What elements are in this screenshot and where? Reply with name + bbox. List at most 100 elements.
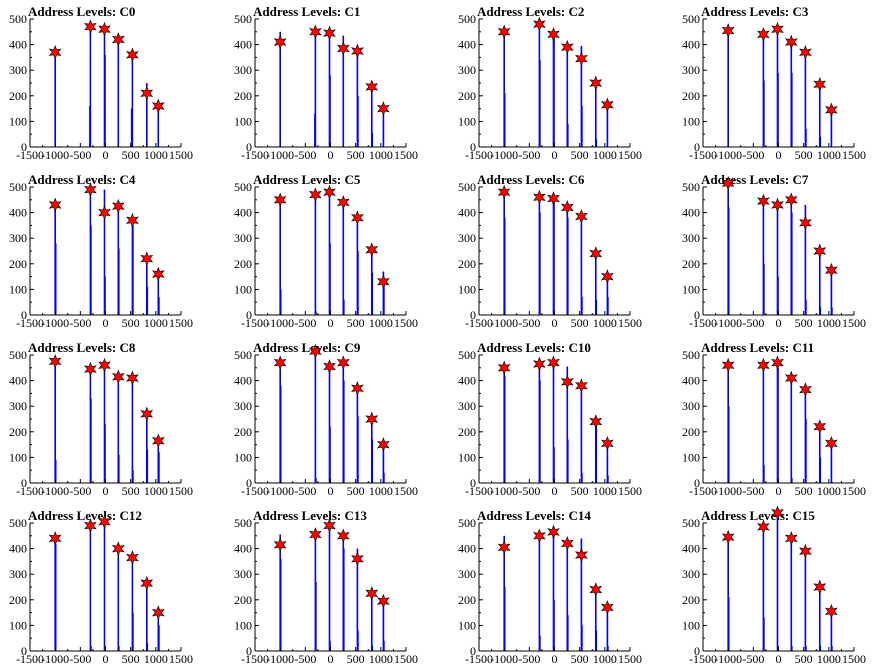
- y-tick-label: 200: [9, 257, 27, 271]
- x-tick-label: 500: [571, 652, 589, 666]
- x-tick-label: -500: [69, 148, 91, 162]
- star-marker: [497, 184, 511, 200]
- x-tick-label: -1000: [714, 148, 742, 162]
- chart-panel-4: Address Levels: C40100200300400500-1500-…: [9, 172, 193, 330]
- x-tick-label: 0: [552, 148, 558, 162]
- x-tick-label: 1000: [817, 484, 841, 498]
- y-tick-label: 400: [9, 542, 27, 556]
- x-tick-label: 0: [552, 316, 558, 330]
- x-tick-label: -1500: [16, 148, 44, 162]
- x-tick-label: -1000: [714, 652, 742, 666]
- star-marker: [799, 543, 812, 559]
- chart-panel-15: Address Levels: C15 0 100 200 300 400 500 -1500…: [682, 505, 866, 666]
- star-marker: [771, 21, 784, 37]
- x-tick-label: 1500: [618, 148, 642, 162]
- x-tick-label: 1500: [842, 148, 866, 162]
- y-tick-label: 300: [682, 567, 700, 581]
- y-tick-label: 300: [682, 231, 700, 245]
- star-marker: [560, 200, 574, 215]
- x-tick-label: -1000: [490, 484, 518, 498]
- chart-panel-8: Address Levels: C80100200300400500-1500-…: [9, 340, 193, 498]
- x-tick-label: -1000: [266, 484, 294, 498]
- y-tick-label: 500: [234, 516, 252, 530]
- star-marker: [575, 209, 588, 224]
- x-tick-label: 1000: [369, 484, 393, 498]
- y-tick-label: 400: [9, 374, 27, 388]
- star-marker: [575, 547, 588, 563]
- y-tick-label: 0: [470, 476, 476, 490]
- star-marker: [533, 356, 546, 372]
- star-marker: [721, 23, 735, 38]
- y-tick-label: 500: [9, 516, 27, 530]
- star-marker: [309, 527, 322, 542]
- star-marker: [560, 39, 574, 55]
- x-tick-label: 1000: [593, 316, 617, 330]
- y-tick-label: 200: [9, 425, 27, 439]
- x-tick-label: -1500: [689, 484, 717, 498]
- star-marker: [111, 541, 125, 556]
- chart-panel-0: Address Levels: C00100200300400500-1500-…: [9, 4, 193, 162]
- star-marker: [84, 518, 97, 533]
- x-tick-label: 1000: [593, 652, 617, 666]
- star-marker: [323, 518, 336, 533]
- y-tick-label: 0: [694, 140, 700, 154]
- star-marker: [600, 269, 614, 284]
- star-marker: [336, 195, 350, 210]
- star-marker: [336, 41, 350, 56]
- chart-title: Address Levels: C1: [253, 4, 360, 19]
- star-marker: [48, 531, 62, 546]
- star-marker: [560, 374, 574, 390]
- star-marker: [151, 605, 165, 620]
- y-tick-label: 200: [9, 593, 27, 607]
- y-tick-label: 500: [682, 180, 700, 194]
- y-tick-label: 100: [234, 450, 252, 464]
- x-tick-label: -500: [518, 484, 540, 498]
- y-tick-label: 100: [234, 618, 252, 632]
- x-tick-label: 1000: [817, 316, 841, 330]
- x-tick-label: 0: [103, 484, 109, 498]
- y-tick-label: 500: [682, 348, 700, 362]
- x-tick-label: -500: [518, 652, 540, 666]
- x-tick-label: -500: [518, 148, 540, 162]
- x-tick-label: -500: [742, 148, 764, 162]
- star-marker: [273, 537, 287, 553]
- x-tick-label: 0: [776, 652, 782, 666]
- chart-title: Address Levels: C8: [28, 340, 136, 355]
- star-marker: [757, 27, 770, 42]
- x-tick-label: -500: [294, 484, 316, 498]
- x-tick-label: 0: [776, 148, 782, 162]
- y-tick-label: 400: [9, 206, 27, 220]
- y-tick-label: 500: [9, 180, 27, 194]
- x-tick-label: -500: [294, 316, 316, 330]
- y-tick-label: 300: [234, 567, 252, 581]
- y-tick-label: 200: [458, 425, 476, 439]
- star-marker: [784, 192, 798, 208]
- x-tick-label: -1000: [41, 484, 69, 498]
- x-tick-label: -1500: [465, 484, 493, 498]
- x-tick-label: -1500: [689, 652, 717, 666]
- chart-title: Address Levels: C14: [477, 508, 591, 523]
- star-marker: [600, 97, 614, 113]
- star-marker: [323, 359, 336, 374]
- x-tick-label: 1500: [394, 148, 418, 162]
- star-marker: [151, 98, 165, 114]
- x-tick-label: -1000: [266, 652, 294, 666]
- x-tick-label: 500: [122, 316, 140, 330]
- star-marker: [547, 524, 560, 540]
- x-tick-label: 1000: [817, 652, 841, 666]
- x-tick-label: 1500: [169, 316, 193, 330]
- y-tick-label: 400: [458, 542, 476, 556]
- star-marker: [589, 246, 603, 261]
- star-marker: [497, 539, 511, 555]
- y-tick-label: 400: [458, 38, 476, 52]
- x-tick-label: 1000: [593, 484, 617, 498]
- y-tick-label: 200: [9, 89, 27, 103]
- star-marker: [771, 355, 784, 371]
- x-tick-label: 0: [776, 484, 782, 498]
- star-marker: [151, 433, 165, 449]
- y-tick-label: 0: [246, 140, 252, 154]
- chart-panel-14: Address Levels: C14 0 100 200 300 400 500 -1500…: [458, 508, 642, 666]
- star-marker: [98, 514, 111, 530]
- x-tick-label: -1500: [241, 652, 269, 666]
- star-marker: [757, 519, 770, 535]
